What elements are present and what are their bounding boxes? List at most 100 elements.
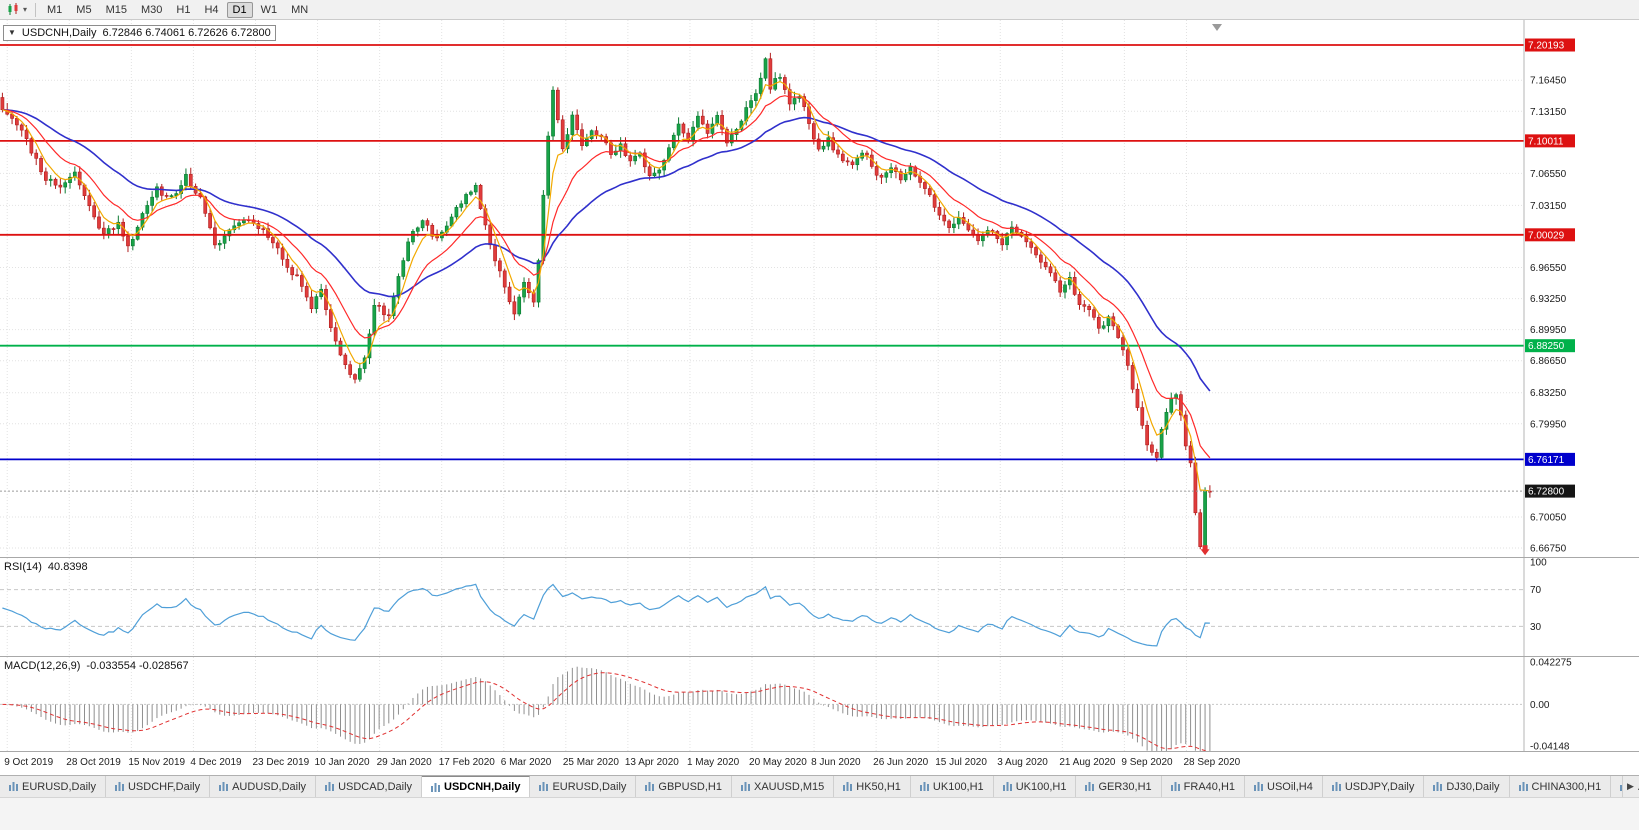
macd-label: MACD(12,26,9) [4,660,81,672]
ma-slow-line [2,108,1211,392]
timeframe-button-d1[interactable]: D1 [226,1,253,18]
chart-tab-eurusd-daily[interactable]: EURUSD,Daily [530,776,637,797]
time-axis-label: 10 Jan 2020 [314,757,370,768]
timeframe-button-m30[interactable]: M30 [140,3,163,16]
mini-chart-icon [1085,782,1095,791]
macd-value: -0.033554 -0.028567 [86,660,189,672]
mini-chart-icon [114,782,124,791]
chart-tab-audusd-daily[interactable]: AUDUSD,Daily [210,776,317,797]
mini-chart-icon [740,782,750,791]
timeframe-button-mn[interactable]: MN [291,3,309,16]
time-axis-label: 9 Oct 2019 [4,757,54,768]
macd-histogram [6,666,1211,751]
chart-tab-usoil-h4[interactable]: USOil,H4 [1245,776,1323,797]
sell-arrow-icon [1200,545,1210,556]
price-axis-label: 6.70050 [1530,512,1567,523]
rsi-title: RSI(14) 40.8398 [4,561,88,573]
chart-tab-uk100-h1[interactable]: UK100,H1 [911,776,994,797]
mini-chart-icon [539,782,549,791]
price-axis-label: 6.66750 [1530,544,1567,555]
macd-axis-label: -0.04148 [1530,742,1570,752]
time-axis-label: 3 Aug 2020 [997,757,1048,768]
price-badge-label: 6.72800 [1528,487,1565,498]
time-axis-label: 6 Mar 2020 [500,757,552,768]
rsi-canvas[interactable]: 100 70 30 [0,558,1639,656]
price-axis-label: 7.03150 [1530,201,1567,212]
time-axis-label: 28 Oct 2019 [66,757,121,768]
timeframe-button-m5[interactable]: M5 [76,3,92,16]
price-axis-label: 6.96550 [1530,263,1567,274]
macd-canvas[interactable]: 0.042275 0.00 -0.04148 [0,657,1639,751]
chart-tab-gbpusd-h1[interactable]: GBPUSD,H1 [636,776,732,797]
chart-tab-ger30-h1[interactable]: GER30,H1 [1076,776,1162,797]
time-axis-label: 15 Nov 2019 [128,757,186,768]
timeframe-button-m15[interactable]: M15 [105,3,127,16]
price-badge [1525,339,1575,353]
candlestick-chart-icon [8,3,18,15]
rsi-label: RSI(14) [4,561,42,573]
rsi-line [2,583,1210,647]
time-axis-label: 9 Sep 2020 [1121,757,1173,768]
time-axis-label: 23 Dec 2019 [252,757,310,768]
chart-tabs-bar: EURUSD,Daily USDCHF,Daily AUDUSD,Daily USDC… [0,775,1639,797]
macd-indicator-panel[interactable]: 0.042275 0.00 -0.04148 MACD(12,26,9) -0.03… [0,656,1639,751]
time-axis-label: 8 Jun 2020 [811,757,861,768]
main-chart-panel[interactable]: 7.16450 7.13150 7.06550 7.03150 6.96550 6.932… [0,20,1639,557]
price-axis-label: 7.06550 [1530,169,1567,180]
chart-tab-xauusd-m15[interactable]: XAUUSD,M15 [732,776,835,797]
chart-tab-fra40-h1[interactable]: FRA40,H1 [1162,776,1246,797]
timeframe-button-h1[interactable]: H1 [176,3,191,16]
chart-tab-uk100-h1[interactable]: UK100,H1 [994,776,1077,797]
ma-medium-line [2,95,1211,459]
time-axis-label: 17 Feb 2020 [438,757,495,768]
toolbar-separator [35,2,37,17]
chart-tab-china300-h1[interactable]: CHINA300,H1 [1510,776,1612,797]
time-axis-label: 20 May 2020 [749,757,807,768]
chart-tab-eurusd-daily[interactable]: EURUSD,Daily [0,776,106,797]
mini-chart-icon [219,782,229,791]
chart-ohlc-values: 6.72846 6.74061 6.72626 6.72800 [102,27,271,39]
symbol-dropdown-icon[interactable]: ▼ [8,28,16,37]
candles-layer [0,52,1212,551]
chart-type-button[interactable]: ▾ [4,1,30,19]
timeframe-button-w1[interactable]: W1 [260,3,278,16]
timeframe-buttons-group: M1 M5 M15 M30 H1 H4 D1 W1 MN [41,1,314,18]
chart-tab-dj30-daily[interactable]: DJ30,Daily [1424,776,1510,797]
price-badge-label: 7.00029 [1528,230,1565,241]
mini-chart-icon [431,782,441,792]
chart-tabs-group: EURUSD,Daily USDCHF,Daily AUDUSD,Daily USDC… [0,776,1639,797]
rsi-axis-label: 30 [1530,622,1542,633]
chart-tab-usdchf-daily[interactable]: USDCHF,Daily [106,776,211,797]
price-axis-label: 6.93250 [1530,294,1567,305]
price-badge-label: 7.10011 [1528,136,1564,147]
mini-chart-icon [843,782,853,791]
macd-title: MACD(12,26,9) -0.033554 -0.028567 [4,660,189,672]
mini-chart-icon [919,782,929,791]
chart-tab-hk50-h1[interactable]: HK50,H1 [834,776,911,797]
chart-tab-usdcnh-daily[interactable]: USDCNH,Daily [422,776,531,797]
rsi-indicator-panel[interactable]: 100 70 30 RSI(14) 40.8398 [0,557,1639,656]
chart-tab-usdjpy-daily[interactable]: USDJPY,Daily [1323,776,1425,797]
tab-scroll-right-button[interactable]: ▶ [1622,776,1638,797]
mini-chart-icon [645,782,655,791]
time-axis-label: 1 May 2020 [686,757,740,768]
chevron-down-icon: ▾ [23,5,28,14]
chart-shift-marker [1212,24,1222,31]
rsi-value: 40.8398 [47,561,88,573]
price-badge [1525,134,1575,148]
price-axis-label: 6.79950 [1530,419,1567,430]
ma-fast-line [2,80,1210,492]
chart-title: ▼ USDCNH,Daily 6.72846 6.74061 6.72626 6… [3,25,276,41]
price-badge [1525,38,1575,52]
timeframe-button-h4[interactable]: H4 [204,3,219,16]
mini-chart-icon [1170,782,1180,791]
price-badge [1525,484,1575,498]
chart-tab-usdcad-daily[interactable]: USDCAD,Daily [316,776,423,797]
price-axis-label: 7.13150 [1530,107,1567,118]
mini-chart-icon [1433,782,1443,791]
rsi-axis-label: 100 [1530,558,1547,569]
time-axis[interactable]: 9 Oct 2019 28 Oct 2019 15 Nov 2019 4 Dec 20… [0,751,1639,775]
main-chart-canvas[interactable]: 7.16450 7.13150 7.06550 7.03150 6.96550 6.932… [0,20,1639,557]
timeframe-button-m1[interactable]: M1 [47,3,63,16]
